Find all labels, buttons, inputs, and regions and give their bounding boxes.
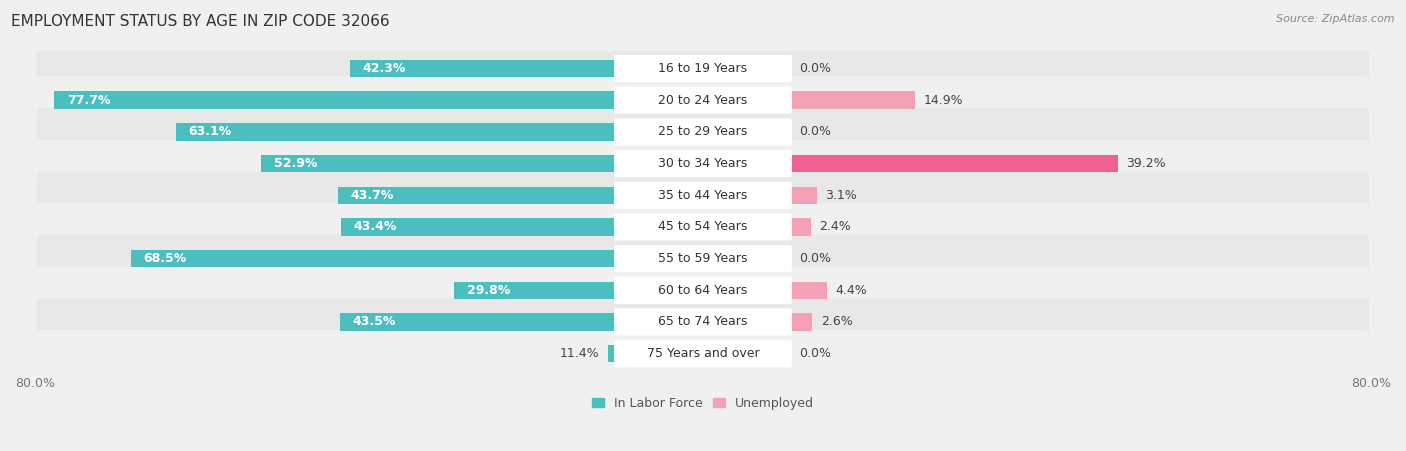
Text: 42.3%: 42.3% (363, 62, 406, 75)
FancyBboxPatch shape (37, 267, 1369, 314)
Bar (262, 155, 616, 172)
Text: 3.1%: 3.1% (825, 189, 856, 202)
Text: 14.9%: 14.9% (924, 94, 963, 107)
FancyBboxPatch shape (37, 108, 1369, 156)
Bar (790, 218, 811, 235)
Legend: In Labor Force, Unemployed: In Labor Force, Unemployed (592, 396, 814, 410)
Bar (607, 345, 616, 362)
Bar (790, 187, 817, 204)
Bar (454, 281, 616, 299)
Text: 43.7%: 43.7% (350, 189, 394, 202)
Bar (340, 218, 616, 235)
Text: 2.4%: 2.4% (820, 221, 851, 234)
FancyBboxPatch shape (614, 308, 792, 336)
FancyBboxPatch shape (37, 203, 1369, 251)
FancyBboxPatch shape (614, 87, 792, 114)
Bar (790, 313, 813, 331)
Text: 0.0%: 0.0% (799, 347, 831, 360)
Text: 20 to 24 Years: 20 to 24 Years (658, 94, 748, 107)
Text: 55 to 59 Years: 55 to 59 Years (658, 252, 748, 265)
Text: 60 to 64 Years: 60 to 64 Years (658, 284, 748, 297)
Text: 43.5%: 43.5% (353, 315, 395, 328)
Text: 45 to 54 Years: 45 to 54 Years (658, 221, 748, 234)
Text: 0.0%: 0.0% (799, 125, 831, 138)
Text: 4.4%: 4.4% (835, 284, 868, 297)
Text: 52.9%: 52.9% (274, 157, 318, 170)
Bar (337, 187, 616, 204)
FancyBboxPatch shape (37, 171, 1369, 219)
FancyBboxPatch shape (614, 245, 792, 272)
FancyBboxPatch shape (614, 276, 792, 304)
Text: EMPLOYMENT STATUS BY AGE IN ZIP CODE 32066: EMPLOYMENT STATUS BY AGE IN ZIP CODE 320… (11, 14, 389, 28)
Text: 77.7%: 77.7% (66, 94, 110, 107)
FancyBboxPatch shape (614, 213, 792, 240)
Bar (790, 92, 915, 109)
FancyBboxPatch shape (614, 340, 792, 367)
Bar (790, 155, 1118, 172)
Text: 63.1%: 63.1% (188, 125, 232, 138)
FancyBboxPatch shape (37, 235, 1369, 282)
Text: 2.6%: 2.6% (821, 315, 852, 328)
Bar (350, 60, 616, 77)
Bar (340, 313, 616, 331)
Text: Source: ZipAtlas.com: Source: ZipAtlas.com (1277, 14, 1395, 23)
Text: 68.5%: 68.5% (143, 252, 187, 265)
FancyBboxPatch shape (37, 45, 1369, 92)
Text: 29.8%: 29.8% (467, 284, 510, 297)
FancyBboxPatch shape (37, 330, 1369, 377)
Text: 0.0%: 0.0% (799, 252, 831, 265)
Text: 75 Years and over: 75 Years and over (647, 347, 759, 360)
Text: 0.0%: 0.0% (799, 62, 831, 75)
Bar (55, 92, 616, 109)
Text: 11.4%: 11.4% (560, 347, 599, 360)
FancyBboxPatch shape (614, 118, 792, 146)
FancyBboxPatch shape (37, 140, 1369, 187)
Text: 25 to 29 Years: 25 to 29 Years (658, 125, 748, 138)
FancyBboxPatch shape (37, 298, 1369, 346)
Text: 35 to 44 Years: 35 to 44 Years (658, 189, 748, 202)
Bar (131, 250, 616, 267)
Text: 30 to 34 Years: 30 to 34 Years (658, 157, 748, 170)
FancyBboxPatch shape (614, 150, 792, 177)
Text: 16 to 19 Years: 16 to 19 Years (658, 62, 748, 75)
FancyBboxPatch shape (614, 182, 792, 209)
Text: 43.4%: 43.4% (353, 221, 396, 234)
Text: 39.2%: 39.2% (1126, 157, 1166, 170)
Bar (790, 281, 827, 299)
Text: 65 to 74 Years: 65 to 74 Years (658, 315, 748, 328)
Bar (176, 123, 616, 141)
FancyBboxPatch shape (37, 76, 1369, 124)
FancyBboxPatch shape (614, 55, 792, 82)
